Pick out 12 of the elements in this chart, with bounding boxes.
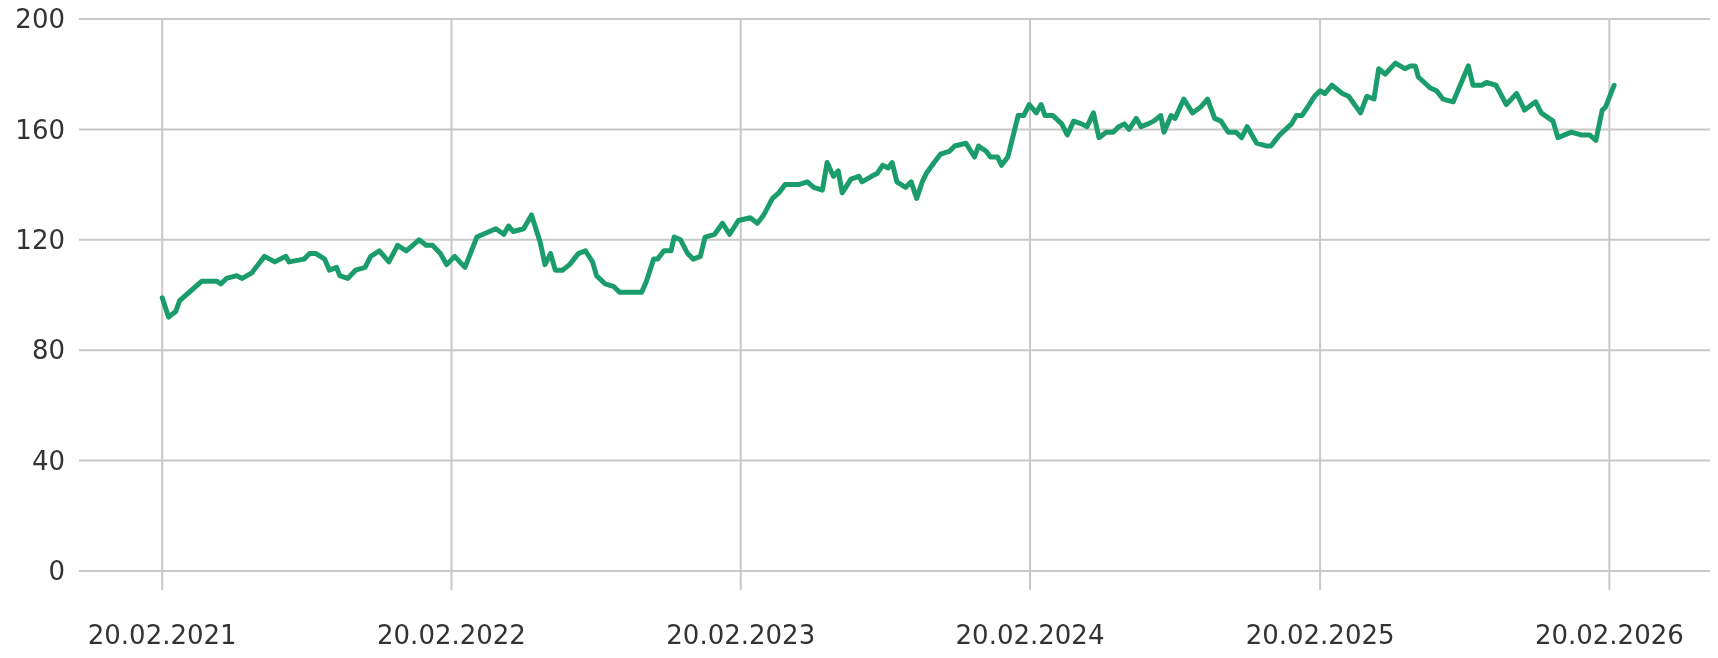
- y-tick-label: 0: [48, 556, 65, 587]
- x-tick-label: 20.02.2023: [666, 620, 816, 650]
- y-tick-label: 80: [31, 335, 65, 366]
- y-tick-label: 200: [15, 4, 65, 35]
- x-tick-label: 20.02.2026: [1534, 620, 1684, 650]
- y-tick-label: 40: [31, 445, 65, 476]
- x-tick-label: 20.02.2025: [1245, 620, 1395, 650]
- y-tick-label: 120: [15, 224, 65, 255]
- x-tick-label: 20.02.2022: [377, 620, 526, 650]
- x-tick-label: 20.02.2021: [87, 620, 237, 650]
- x-tick-label: 20.02.2024: [955, 620, 1105, 650]
- y-tick-label: 160: [15, 114, 65, 145]
